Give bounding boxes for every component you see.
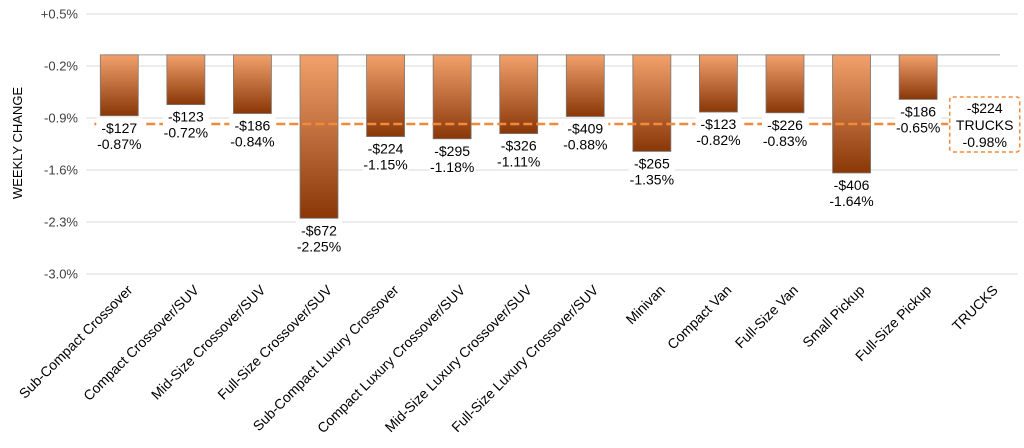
- y-tick-label: -2.3%: [44, 215, 78, 230]
- bar: [765, 54, 805, 114]
- grid-lines: [86, 13, 1018, 275]
- category-label: Sub-Compact Crossover: [16, 282, 136, 402]
- bar: [99, 54, 139, 117]
- category-label: Compact Crossover/SUV: [80, 281, 202, 403]
- dollar-change-label: -$224: [368, 141, 404, 157]
- percent-change-label: -0.87%: [97, 136, 141, 152]
- category-label: Minivan: [623, 282, 668, 327]
- y-tick-label: -3.0%: [44, 267, 78, 282]
- bar: [499, 54, 539, 135]
- data-label-background: [762, 114, 808, 149]
- data-label-background: [695, 114, 742, 149]
- percent-change-label: -2.25%: [297, 238, 341, 254]
- bar: [432, 54, 472, 140]
- data-label-background: [562, 118, 609, 153]
- data-label-background: [895, 101, 942, 136]
- category-label: Full-Size Luxury Crossover/SUV: [448, 281, 602, 435]
- percent-change-label: -0.65%: [896, 119, 940, 135]
- y-tick-label: -0.9%: [44, 111, 78, 126]
- percent-change-label: -0.84%: [230, 134, 274, 150]
- bar: [233, 54, 272, 114]
- data-label-background: [828, 174, 875, 209]
- data-labels: -$127-0.87%-$123-0.72% -$186-0.84%-$672-2…: [96, 96, 1021, 255]
- data-label-background: [296, 220, 342, 255]
- dollar-change-label: -$123: [701, 116, 737, 132]
- bar: [699, 54, 738, 113]
- bar: [565, 54, 605, 117]
- dollar-change-label: -$265: [634, 155, 670, 171]
- percent-change-label: -1.15%: [363, 157, 407, 173]
- reference-name-label: TRUCKS: [956, 117, 1014, 133]
- category-label: TRUCKS: [949, 282, 1001, 334]
- percent-change-label: -1.18%: [430, 159, 474, 175]
- percent-change-label: -1.35%: [630, 171, 674, 187]
- data-label-background: [162, 106, 209, 141]
- bars: [99, 54, 938, 219]
- category-label: Full-Size Crossover/SUV: [214, 281, 335, 402]
- data-label-background: [628, 153, 675, 188]
- dollar-change-label: -$186: [235, 118, 271, 134]
- percent-change-label: -1.64%: [829, 193, 873, 209]
- bar: [632, 54, 672, 152]
- data-label-background: [495, 135, 542, 170]
- category-label: Mid-Size Crossover/SUV: [148, 281, 269, 402]
- percent-change-label: -1.11%: [497, 154, 540, 170]
- reference-percent-label: -0.98%: [963, 134, 1007, 150]
- bar: [898, 54, 938, 100]
- y-axis-title: WEEKLY CHANGE: [10, 87, 25, 200]
- percent-change-label: -0.83%: [763, 133, 807, 149]
- reference-dollar-label: -$224: [967, 100, 1003, 116]
- category-label: Compact Van: [664, 282, 735, 353]
- y-tick-label: -0.2%: [44, 59, 78, 74]
- reference-label-box: [948, 96, 1021, 153]
- data-label-background: [429, 140, 476, 175]
- data-label-background: [229, 115, 276, 150]
- percent-change-label: -0.72%: [164, 125, 208, 141]
- dollar-change-label: -$186: [900, 103, 936, 119]
- data-label-background: [362, 138, 409, 173]
- dollar-change-label: -$123: [168, 109, 204, 125]
- y-tick-label: +0.5%: [41, 7, 79, 22]
- y-tick-label: -1.6%: [44, 163, 78, 178]
- category-label: Full-Size Van: [732, 282, 801, 351]
- bar: [166, 54, 206, 106]
- category-label: Sub-Compact Luxury Crossover: [250, 282, 402, 434]
- bar: [832, 54, 871, 174]
- bar: [299, 54, 339, 219]
- dollar-change-label: -$295: [434, 143, 470, 159]
- dollar-change-label: -$406: [834, 177, 870, 193]
- category-label: Mid-Size Luxury Crossover/SUV: [382, 281, 536, 435]
- dollar-change-label: -$672: [301, 222, 337, 238]
- category-label: Small Pickup: [799, 282, 868, 351]
- y-axis-ticks: +0.5% -0.2% -0.9% -1.6% -2.3% -3.0%: [41, 7, 79, 282]
- dollar-change-label: -$326: [501, 138, 537, 154]
- dollar-change-label: -$409: [567, 121, 603, 137]
- percent-change-label: -0.82%: [696, 132, 740, 148]
- dollar-change-label: -$226: [767, 117, 803, 133]
- data-label-background: [96, 117, 143, 152]
- dollar-change-label: -$127: [101, 120, 137, 136]
- percent-change-label: -0.88%: [563, 137, 607, 153]
